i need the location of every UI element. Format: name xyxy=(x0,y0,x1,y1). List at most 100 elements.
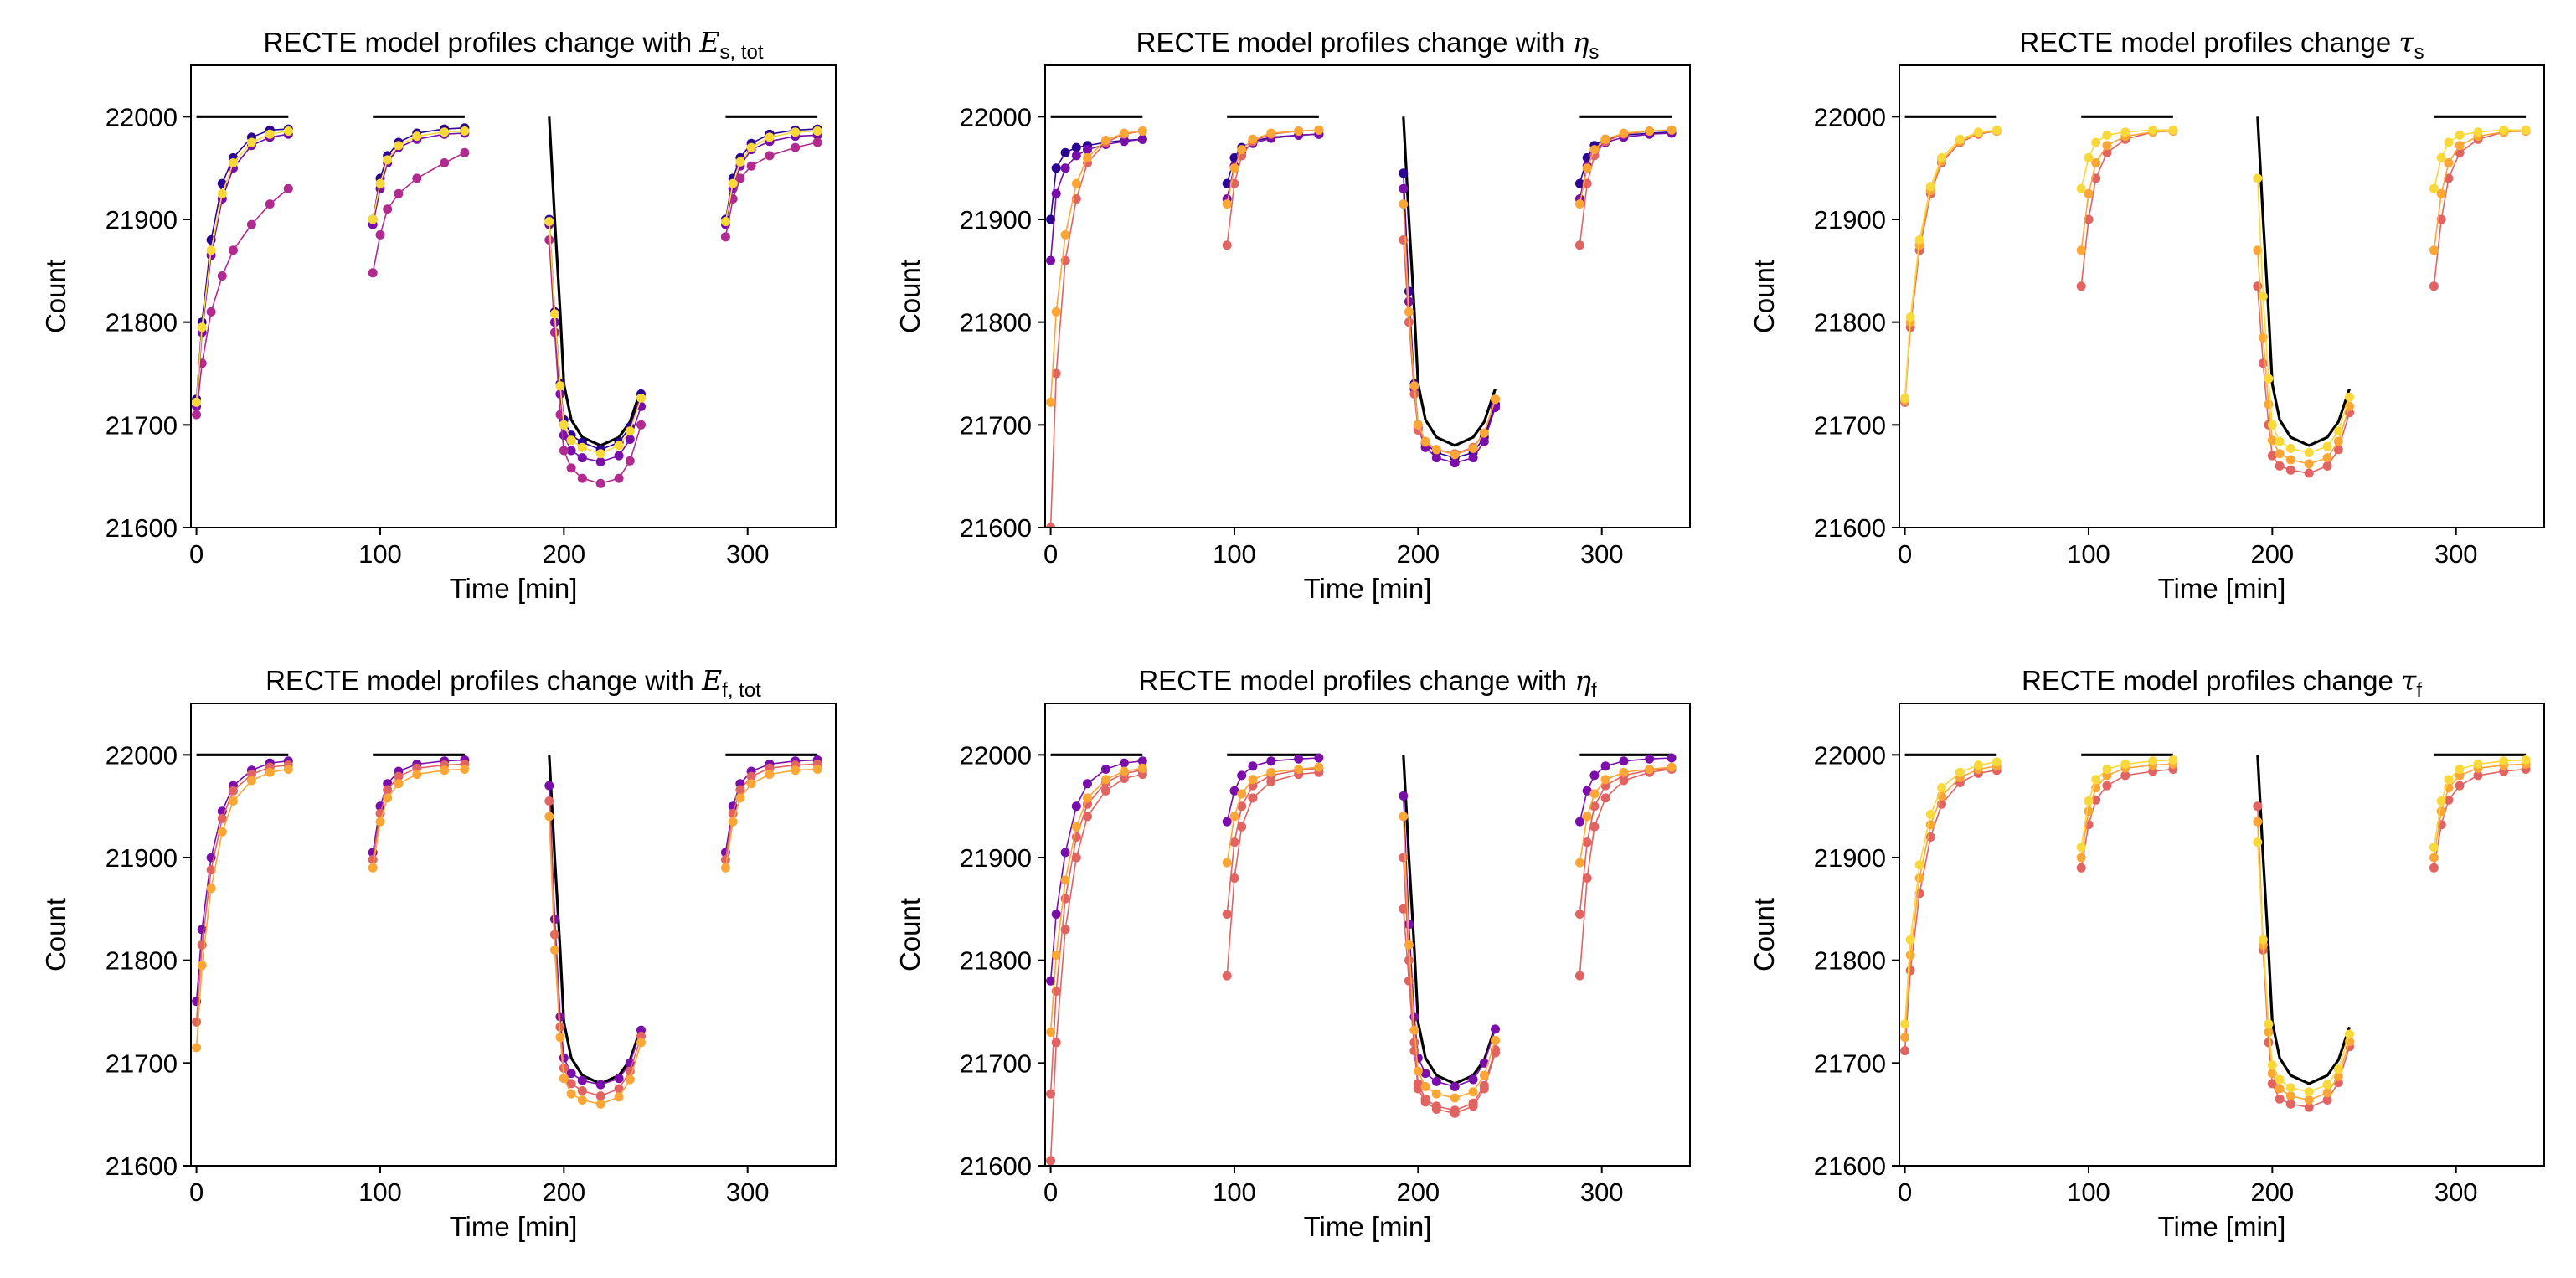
data-point xyxy=(1071,142,1081,152)
data-point xyxy=(1294,126,1304,136)
data-point xyxy=(1619,767,1629,777)
x-axis-label: Time [min] xyxy=(2158,573,2286,604)
data-point xyxy=(1574,971,1584,981)
data-point xyxy=(2253,801,2263,812)
model-series-1 xyxy=(192,123,822,455)
data-point xyxy=(765,151,775,161)
data-point xyxy=(1404,976,1414,986)
data-point xyxy=(283,126,293,136)
data-point xyxy=(812,137,822,147)
data-point xyxy=(1667,125,1677,135)
data-point xyxy=(577,1086,587,1095)
y-axis-label: Count xyxy=(894,898,925,971)
model-series-1 xyxy=(1046,753,1677,1091)
data-point xyxy=(735,157,745,167)
data-point xyxy=(2499,756,2509,766)
data-point xyxy=(1468,1101,1478,1111)
data-point xyxy=(1046,1028,1056,1037)
data-point xyxy=(1060,163,1070,173)
data-point xyxy=(1413,1066,1423,1076)
data-point xyxy=(1667,762,1677,772)
series-line-orbit-3 xyxy=(1403,909,1497,1115)
data-point xyxy=(217,813,227,823)
data-point xyxy=(720,855,730,864)
data-point xyxy=(2436,152,2446,162)
data-point xyxy=(1060,925,1070,935)
data-point xyxy=(1137,126,1147,136)
data-point xyxy=(566,446,576,456)
data-point xyxy=(2102,147,2112,157)
y-tick-label: 21600 xyxy=(960,1152,1032,1181)
data-point xyxy=(2076,863,2086,873)
data-point xyxy=(1914,873,1924,883)
chart-title-text: RECTE model profiles change with xyxy=(263,27,699,58)
data-point xyxy=(1973,127,1983,137)
data-point xyxy=(2084,796,2094,806)
data-point xyxy=(1222,971,1232,981)
data-point xyxy=(2436,188,2446,198)
data-point xyxy=(1248,793,1258,803)
data-point xyxy=(728,178,738,188)
data-point xyxy=(217,271,227,281)
data-point xyxy=(1574,858,1584,868)
series-line-orbit-1 xyxy=(195,768,289,1048)
reference-curve-orbit-3 xyxy=(1402,116,1497,447)
data-point xyxy=(1046,214,1056,224)
data-point xyxy=(2285,465,2295,475)
x-tick-label: 100 xyxy=(1213,1178,1256,1207)
chart-panel-6: RECTE model profiles change τf 0 100 200 300… xyxy=(1749,664,2545,1242)
data-point xyxy=(1119,758,1129,768)
data-point xyxy=(217,827,227,837)
data-point xyxy=(791,127,801,137)
data-point xyxy=(412,770,422,780)
data-point xyxy=(1051,368,1061,379)
data-point xyxy=(460,147,470,157)
model-series-2 xyxy=(192,128,822,466)
data-point xyxy=(2285,455,2295,465)
data-point xyxy=(1450,1093,1460,1103)
data-point xyxy=(595,449,605,459)
data-point xyxy=(2102,141,2112,151)
y-axis-label: Count xyxy=(40,898,71,971)
chart-panel-1: RECTE model profiles change with Es, tot… xyxy=(40,26,837,604)
data-point xyxy=(2455,765,2465,774)
data-point xyxy=(383,155,393,165)
data-point xyxy=(1222,817,1232,827)
chart-title-subscript: f xyxy=(1591,679,1597,702)
data-point xyxy=(2084,188,2094,198)
y-tick-label: 21600 xyxy=(106,513,178,543)
data-point xyxy=(368,855,378,864)
series-line-orbit-3 xyxy=(549,801,642,1097)
y-tick-label: 21600 xyxy=(1814,1152,1886,1181)
data-point xyxy=(812,126,822,136)
data-point xyxy=(1955,134,1965,144)
data-point xyxy=(595,457,605,466)
data-point xyxy=(1399,235,1409,245)
data-point xyxy=(2120,770,2130,781)
data-point xyxy=(1100,765,1110,774)
data-point xyxy=(2120,759,2130,769)
data-point xyxy=(1905,935,1915,945)
data-point xyxy=(1619,756,1629,766)
data-point xyxy=(1589,801,1600,812)
data-point xyxy=(1468,453,1478,463)
x-tick-label: 0 xyxy=(189,1178,204,1207)
data-point xyxy=(1905,966,1915,976)
series-line-orbit-4 xyxy=(2433,130,2527,250)
data-point xyxy=(746,779,756,789)
x-tick-label: 100 xyxy=(2067,1178,2110,1207)
data-point xyxy=(555,389,565,399)
data-point xyxy=(383,204,393,214)
data-point xyxy=(1404,307,1414,317)
data-point xyxy=(2436,806,2446,817)
x-tick-label: 300 xyxy=(1580,1178,1624,1207)
y-tick-label: 21900 xyxy=(960,205,1032,234)
series-line-orbit-3 xyxy=(549,816,642,1105)
x-tick-label: 300 xyxy=(2434,539,2478,569)
x-tick-label: 0 xyxy=(1043,1178,1058,1207)
y-tick-label: 21800 xyxy=(106,946,178,976)
data-point xyxy=(2267,420,2277,430)
chart-title-symbol: η xyxy=(1574,664,1591,697)
x-tick-label: 200 xyxy=(2250,539,2294,569)
data-point xyxy=(2322,1095,2332,1105)
